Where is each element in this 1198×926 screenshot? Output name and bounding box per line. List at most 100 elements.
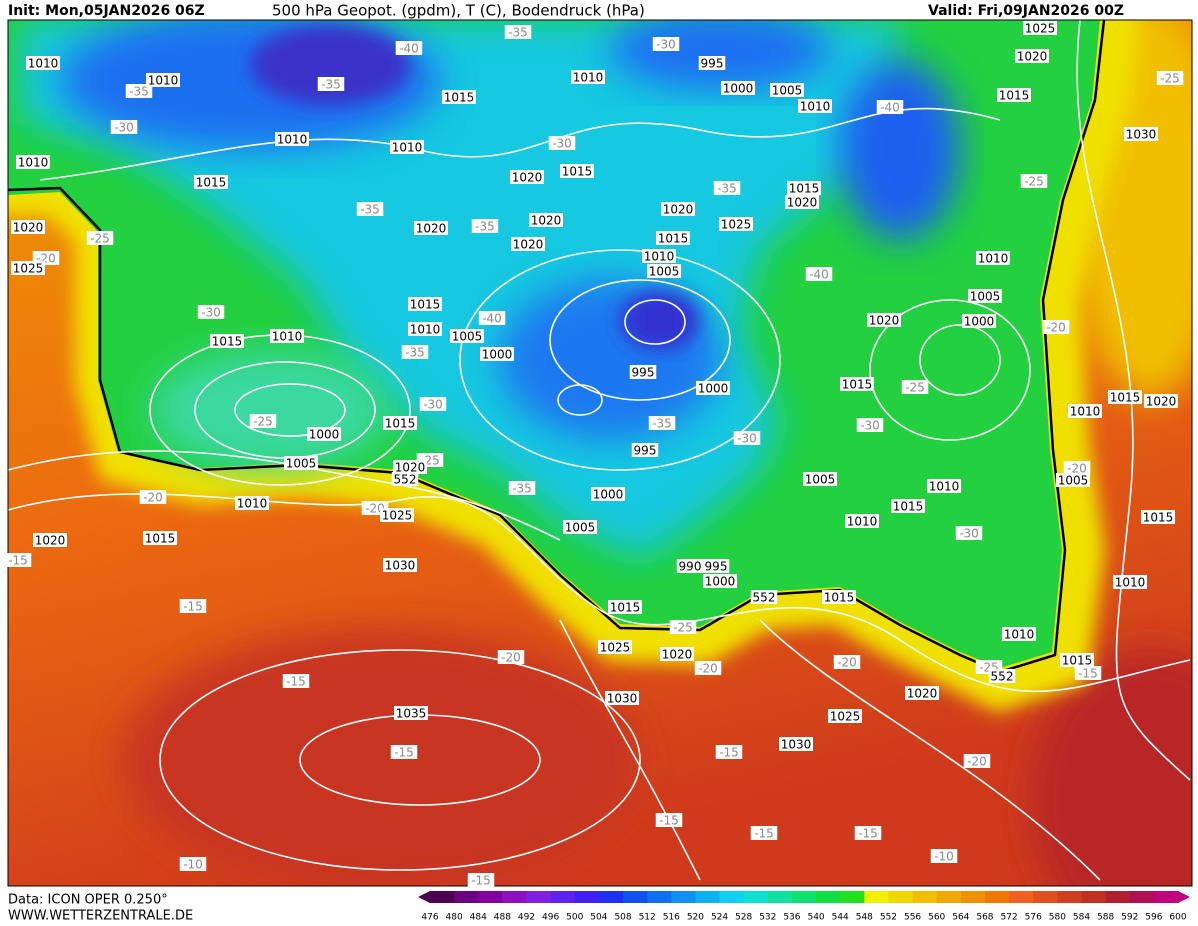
temperature-label: -25 <box>253 415 273 429</box>
temperature-label: -30 <box>959 527 979 541</box>
height-label-box <box>750 590 778 604</box>
temperature-label: -20 <box>365 502 385 516</box>
height-label-box <box>391 472 419 486</box>
warm-core <box>120 630 640 886</box>
colorbar-tick-label: 572 <box>1001 913 1018 923</box>
colorbar-tick-label: 592 <box>1121 913 1138 923</box>
temperature-label: -15 <box>286 675 306 689</box>
pressure-label-box <box>1056 473 1090 487</box>
pressure-label: 1005 <box>452 330 483 344</box>
colorbar-arrow-low <box>418 891 430 903</box>
colorbar-bin <box>502 891 528 903</box>
temperature-label: -15 <box>183 600 203 614</box>
colorbar-tick-label: 496 <box>542 913 559 923</box>
temperature-label: -40 <box>809 268 829 282</box>
pressure-label: 1000 <box>593 488 624 502</box>
temperature-label: -35 <box>512 482 532 496</box>
pressure-label-box <box>660 647 694 661</box>
pressure-label: 1030 <box>1126 128 1157 142</box>
colorbar-tick-label: 556 <box>904 913 921 923</box>
pressure-label-box <box>927 479 961 493</box>
pressure-label: 1015 <box>1143 511 1174 525</box>
temperature-label: -35 <box>129 85 149 99</box>
temperature-label: -15 <box>659 814 679 828</box>
pressure-label: 1025 <box>13 262 44 276</box>
temperature-label-box <box>652 37 680 51</box>
pressure-label-box <box>11 220 45 234</box>
temperature-label: -30 <box>737 432 757 446</box>
cold-zone <box>20 20 900 560</box>
colorbar-bin <box>864 891 889 903</box>
colorbar-tick-label: 488 <box>494 913 511 923</box>
pressure-label: 995 <box>705 560 728 574</box>
pressure-label-box <box>647 264 681 278</box>
map-labels: -35 -40 -30 -35 -35 -30 -40 -25 -35 -35 -25 -20 -35 -… <box>4 21 1184 888</box>
temperature-label: -25 <box>1024 175 1044 189</box>
temperature-label-box <box>125 84 153 98</box>
pressure-label: 1030 <box>607 692 638 706</box>
temperature-label-box <box>179 599 207 613</box>
pressure-label: 1010 <box>28 57 59 71</box>
pressure-label: 1020 <box>512 171 543 185</box>
pressure-label: 1015 <box>824 591 855 605</box>
pressure-label-box <box>867 313 901 327</box>
temperature-label: -15 <box>719 746 739 760</box>
temperature-label-box <box>876 100 904 114</box>
data-source: Data: ICON OPER 0.250° <box>8 893 168 908</box>
temperature-label-box <box>179 857 207 871</box>
pressure-label-box <box>642 249 676 263</box>
pressure-label-box <box>828 709 862 723</box>
pressure-label: 1005 <box>649 265 680 279</box>
colorbar-tick-label: 512 <box>639 913 656 923</box>
colorbar-tick-label: 508 <box>614 913 631 923</box>
pressure-label: 1010 <box>237 497 268 511</box>
temperature-label: -40 <box>880 101 900 115</box>
temperature-label-box <box>110 120 138 134</box>
pressure-label-box <box>210 334 244 348</box>
colorbar-tick-label: 584 <box>1073 913 1090 923</box>
colorbar-bin <box>840 891 865 903</box>
pressure-label-box <box>905 686 939 700</box>
temperature-label-box <box>471 219 499 233</box>
pressure-label-box <box>962 314 996 328</box>
cold-core <box>840 60 960 240</box>
colorbar-bin <box>1105 891 1131 903</box>
pressure-label: 1005 <box>286 457 317 471</box>
colorbar-bin <box>936 891 962 903</box>
colorbar-bin <box>598 891 624 903</box>
pressure-label-box <box>26 56 60 70</box>
temperature-label-box <box>750 826 778 840</box>
pressure-label-box <box>1002 627 1036 641</box>
temperature-label: -35 <box>717 182 737 196</box>
temperature-label-box <box>390 745 418 759</box>
pressure-label-box <box>703 574 737 588</box>
colorbar-bin <box>1057 891 1082 903</box>
height-label: 552 <box>394 473 417 487</box>
temperature-label: -35 <box>508 26 528 40</box>
pressure-label: 1015 <box>658 232 689 246</box>
pressure-label: 1010 <box>847 515 878 529</box>
pressure-label-box <box>450 329 484 343</box>
temperature-label: -35 <box>405 346 425 360</box>
temperature-label-box <box>733 431 761 445</box>
pressure-label: 990 <box>679 560 702 574</box>
temperature-label: -25 <box>1160 72 1180 86</box>
temperature-label-box <box>401 345 429 359</box>
colorbar-bin <box>743 891 769 903</box>
colorbar-bin <box>1081 891 1107 903</box>
height-label: 552 <box>991 670 1014 684</box>
colorbar-bin <box>719 891 745 903</box>
pressure-label: 1020 <box>416 222 447 236</box>
colorbar-tick-label: 532 <box>759 913 776 923</box>
pressure-label: 1025 <box>600 641 631 655</box>
temperature-label: -35 <box>652 417 672 431</box>
map-frame <box>7 19 1193 887</box>
colorbar-bin <box>1153 891 1179 903</box>
pressure-label-box <box>591 487 625 501</box>
colorbar-tick-label: 548 <box>856 913 873 923</box>
pressure-label: 1015 <box>212 335 243 349</box>
pressure-label-box <box>605 691 639 705</box>
temperature-label-box <box>356 202 384 216</box>
pressure-label-box <box>11 261 45 275</box>
